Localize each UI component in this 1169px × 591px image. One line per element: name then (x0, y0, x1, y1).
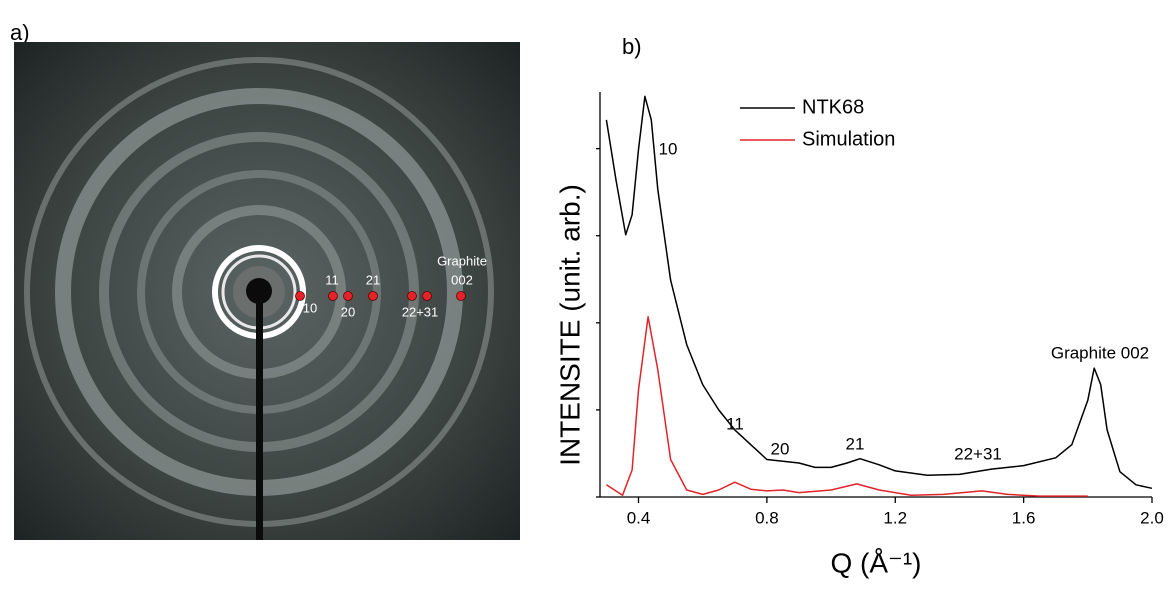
peak-label: 002 (451, 272, 473, 287)
peak-label: Graphite (437, 253, 487, 268)
peak-dot (422, 291, 432, 301)
x-tick-label: 1.2 (883, 508, 907, 527)
panel-label: a) (10, 20, 30, 45)
peak-label: 22+31 (402, 304, 439, 319)
peak-label: 20 (341, 304, 355, 319)
peak-markers (295, 291, 466, 301)
peak-dot (295, 291, 305, 301)
peak-annotation: 20 (771, 439, 790, 458)
x-tick-label: 0.8 (755, 508, 779, 527)
peak-dot (368, 291, 378, 301)
peak-annotation: 11 (726, 414, 744, 433)
peak-dot (343, 291, 353, 301)
peak-annotation: 21 (846, 434, 865, 453)
beam-stop (256, 292, 263, 540)
series-line (605, 315, 1088, 497)
x-tick-label: 1.6 (1012, 508, 1036, 527)
x-axis-title: Q (Å⁻¹) (831, 547, 922, 578)
peak-label: 11 (325, 272, 339, 287)
peak-label: 10 (303, 300, 317, 315)
legend-label: NTK68 (802, 96, 864, 118)
legend-label: Simulation (802, 128, 895, 150)
peak-dot (407, 291, 417, 301)
peak-dot (456, 291, 466, 301)
peak-label: 21 (366, 272, 380, 287)
peak-annotation: 22+31 (954, 444, 1002, 463)
series-line (605, 95, 1153, 490)
peak-annotation: Graphite 002 (1051, 343, 1149, 362)
beam-stop (246, 278, 272, 304)
x-tick-label: 2.0 (1140, 508, 1164, 527)
x-tick-label: 0.4 (627, 508, 651, 527)
y-axis-title: INTENSITE (unit. arb.) (554, 184, 585, 466)
peak-annotation: 10 (659, 139, 678, 158)
peak-dot (328, 291, 338, 301)
panel-label: b) (622, 34, 642, 59)
